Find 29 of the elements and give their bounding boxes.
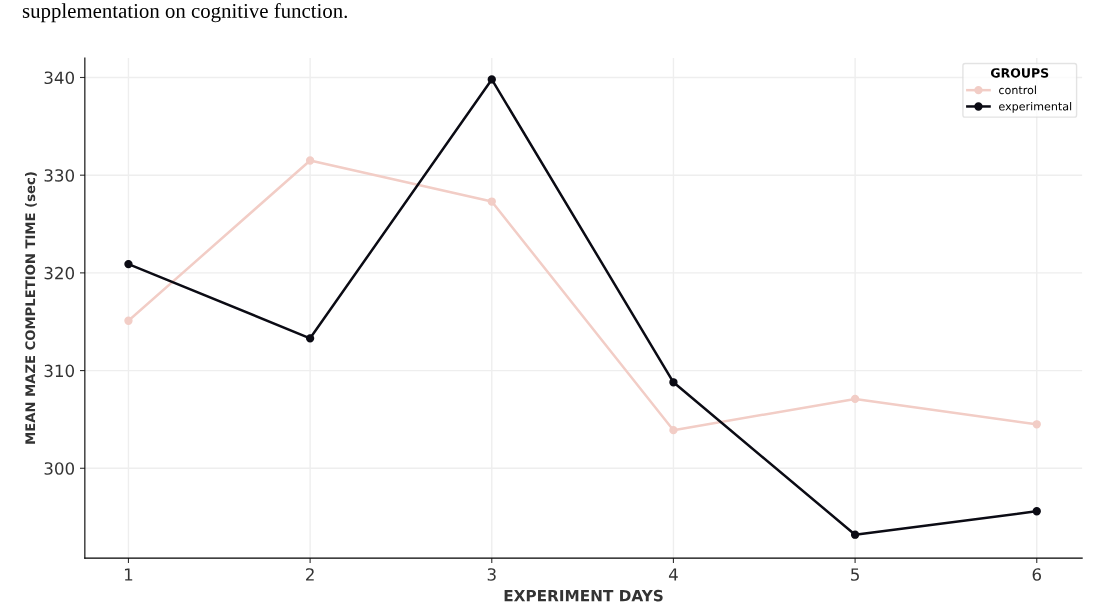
legend-title: GROUPS bbox=[990, 68, 1049, 78]
x-axis-title: EXPERIMENT DAYS bbox=[504, 589, 663, 602]
point bbox=[1032, 420, 1041, 429]
point bbox=[487, 75, 496, 84]
legend-label: control bbox=[999, 85, 1036, 95]
point bbox=[487, 197, 496, 206]
x-tick-label: 6 bbox=[1032, 568, 1041, 581]
point bbox=[669, 426, 678, 435]
x-tick-label: 2 bbox=[306, 568, 314, 581]
point bbox=[124, 316, 133, 325]
y-tick-label: 310 bbox=[44, 364, 75, 378]
text: supplementation on cognitive function. bbox=[22, 3, 347, 23]
point bbox=[850, 530, 860, 539]
point bbox=[305, 156, 315, 165]
x-tick-label: 5 bbox=[851, 568, 859, 581]
y-tick-label: 340 bbox=[44, 71, 75, 85]
x-tick-label: 4 bbox=[668, 568, 678, 581]
y-tick-label: 330 bbox=[44, 169, 75, 182]
y-axis-title: MEAN MAZE COMPLETION TIME (sec) bbox=[25, 172, 37, 444]
y-tick-label: 300 bbox=[44, 462, 75, 475]
legend-label: experimental bbox=[999, 101, 1072, 113]
point bbox=[1032, 507, 1041, 516]
point bbox=[124, 259, 133, 269]
point bbox=[850, 394, 860, 404]
x-tick-label: 1 bbox=[124, 568, 133, 581]
point bbox=[305, 334, 315, 343]
y-tick-label: 320 bbox=[44, 266, 75, 280]
point bbox=[669, 378, 678, 387]
x-tick-label: 3 bbox=[487, 568, 496, 581]
